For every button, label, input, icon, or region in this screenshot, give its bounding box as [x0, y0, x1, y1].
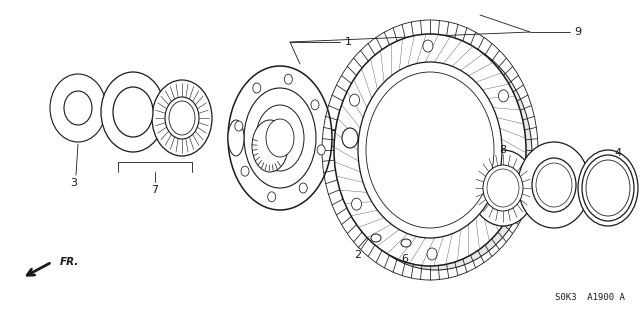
- Ellipse shape: [366, 72, 494, 228]
- Ellipse shape: [165, 97, 199, 139]
- Ellipse shape: [284, 74, 292, 84]
- Ellipse shape: [423, 40, 433, 52]
- Text: 2: 2: [355, 250, 362, 260]
- Ellipse shape: [351, 198, 362, 210]
- Ellipse shape: [300, 183, 307, 193]
- Ellipse shape: [169, 101, 195, 135]
- Ellipse shape: [532, 158, 576, 212]
- Ellipse shape: [518, 142, 590, 228]
- Ellipse shape: [256, 105, 304, 171]
- Ellipse shape: [358, 62, 502, 238]
- Text: 6: 6: [401, 254, 408, 264]
- Ellipse shape: [101, 72, 165, 152]
- Text: 4: 4: [614, 148, 621, 158]
- Text: 1: 1: [344, 37, 351, 47]
- Ellipse shape: [342, 128, 358, 148]
- Ellipse shape: [266, 119, 294, 157]
- Ellipse shape: [487, 169, 519, 207]
- Ellipse shape: [235, 121, 243, 131]
- Ellipse shape: [401, 239, 411, 247]
- Text: 9: 9: [575, 27, 582, 37]
- Ellipse shape: [268, 192, 276, 202]
- Ellipse shape: [228, 120, 244, 156]
- Ellipse shape: [228, 66, 332, 210]
- Ellipse shape: [113, 87, 153, 137]
- Ellipse shape: [253, 83, 260, 93]
- Ellipse shape: [334, 34, 526, 266]
- Ellipse shape: [499, 90, 508, 102]
- Ellipse shape: [371, 234, 381, 242]
- Ellipse shape: [340, 38, 532, 270]
- Ellipse shape: [578, 150, 638, 226]
- Ellipse shape: [241, 166, 249, 176]
- Ellipse shape: [64, 91, 92, 125]
- Ellipse shape: [586, 160, 630, 216]
- Text: FR.: FR.: [60, 257, 79, 267]
- Ellipse shape: [152, 80, 212, 156]
- Ellipse shape: [536, 163, 572, 207]
- Ellipse shape: [582, 155, 634, 221]
- Ellipse shape: [483, 165, 523, 211]
- Ellipse shape: [317, 145, 325, 155]
- Ellipse shape: [252, 120, 288, 172]
- Text: 3: 3: [70, 178, 77, 188]
- Ellipse shape: [500, 194, 511, 206]
- Text: 8: 8: [499, 145, 507, 155]
- Ellipse shape: [471, 150, 535, 226]
- Ellipse shape: [50, 74, 106, 142]
- Text: 7: 7: [152, 185, 159, 195]
- Ellipse shape: [244, 88, 316, 188]
- Ellipse shape: [311, 100, 319, 110]
- Ellipse shape: [427, 248, 437, 260]
- Ellipse shape: [349, 94, 360, 106]
- Text: S0K3  A1900 A: S0K3 A1900 A: [555, 293, 625, 302]
